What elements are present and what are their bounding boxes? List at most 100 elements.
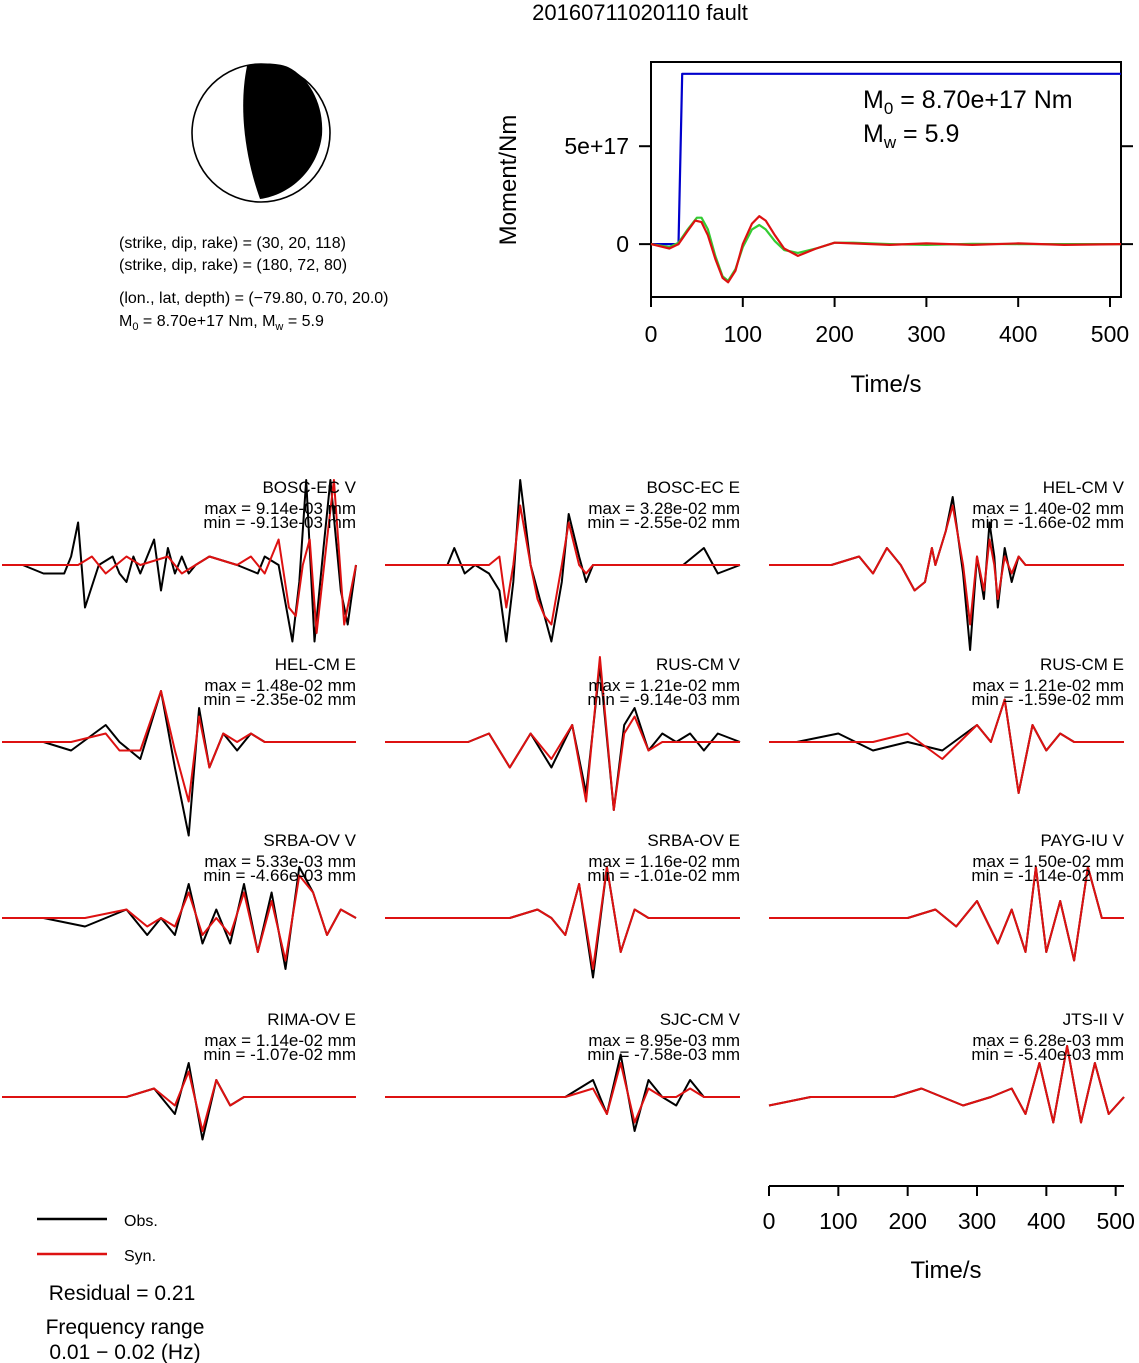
station-min: min = -5.40e-03 mm <box>971 1045 1124 1064</box>
station-label: RUS-CM V <box>656 655 741 674</box>
moment-curves <box>650 72 1122 284</box>
station-min: min = -1.59e-02 mm <box>971 690 1124 709</box>
station-max: max = 1.48e-02 mm <box>204 676 356 695</box>
waveform-xtick-label: 300 <box>958 1208 996 1234</box>
moment-xtick-label: 300 <box>907 321 945 347</box>
synthetic-trace <box>2 479 357 634</box>
station-min: min = -9.14e-03 mm <box>587 690 740 709</box>
beachball-moment: M0 = 8.70e+17 Nm, Mw = 5.9 <box>119 313 324 333</box>
station-label: SJC-CM V <box>660 1010 741 1029</box>
station-max: max = 1.14e-02 mm <box>204 1031 356 1050</box>
synthetic-trace <box>385 866 740 970</box>
synthetic-trace <box>2 1070 356 1132</box>
synthetic-trace <box>385 656 740 811</box>
synthetic-trace <box>769 866 1124 962</box>
waveform-time-axis: 0 100 200 300 400 500 <box>763 1185 1135 1234</box>
moment-m0-label: M0 = 8.70e+17 Nm <box>863 86 1073 118</box>
moment-xtick-label: 0 <box>645 321 658 347</box>
waveform-xlabel: Time/s <box>910 1257 981 1284</box>
station-min: min = -7.58e-03 mm <box>587 1045 740 1064</box>
figure-title: 20160711020110 fault <box>532 0 748 25</box>
station-max: max = 1.50e-02 mm <box>972 852 1124 871</box>
frequency-range-value: 0.01 − 0.02 (Hz) <box>49 1341 200 1363</box>
observed-trace <box>769 698 1124 794</box>
moment-xtick-label: 400 <box>999 321 1037 347</box>
moment-rate-green-line <box>650 216 1121 282</box>
station-label: RUS-CM E <box>1040 655 1124 674</box>
station-max: max = 8.95e-03 mm <box>588 1031 740 1050</box>
station-min: min = -9.13e-03 mm <box>203 513 356 532</box>
waveform-xtick-label: 500 <box>1096 1208 1134 1234</box>
station-min: min = -1.07e-02 mm <box>203 1045 356 1064</box>
frequency-range-title: Frequency range <box>46 1316 205 1339</box>
station-min: min = -2.35e-02 mm <box>203 690 356 709</box>
station-max: max = 5.33e-03 mm <box>204 852 356 871</box>
observed-trace <box>2 1062 356 1141</box>
station-max: max = 1.40e-02 mm <box>972 499 1124 518</box>
residual-text: Residual = 0.21 <box>49 1282 196 1305</box>
synthetic-trace <box>769 504 1124 626</box>
station-label: SRBA-OV E <box>647 831 740 850</box>
moment-xtick-label: 100 <box>724 321 762 347</box>
beachball <box>191 63 331 203</box>
moment-ytick-label: 0 <box>616 231 629 257</box>
moment-rate-red-line <box>650 215 1122 284</box>
station-label: RIMA-OV E <box>267 1010 356 1029</box>
waveform-xtick-label: 400 <box>1027 1208 1065 1234</box>
station-label: HEL-CM E <box>275 655 356 674</box>
legend: Obs. Syn. <box>37 1213 158 1265</box>
beachball-plane-1: (strike, dip, rake) = (30, 20, 118) <box>119 235 346 252</box>
moment-plot: 0 5e+17 0 100 200 300 400 500 M0 = 8.70e+17 Nm… <box>495 61 1133 398</box>
cumulative-moment-line <box>651 72 1121 246</box>
station-min: min = -4.66e-03 mm <box>203 866 356 885</box>
beachball-plane-2: (strike, dip, rake) = (180, 72, 80) <box>119 257 347 274</box>
moment-ytick-label: 5e+17 <box>564 133 629 159</box>
moment-xlabel: Time/s <box>850 371 921 398</box>
station-label: PAYG-IU V <box>1041 831 1125 850</box>
station-label: BOSC-EC E <box>646 478 740 497</box>
station-label: JTS-II V <box>1063 1010 1125 1029</box>
station-max: max = 1.21e-02 mm <box>588 676 740 695</box>
station-label: SRBA-OV V <box>263 831 356 850</box>
waveform-xtick-label: 0 <box>763 1208 776 1234</box>
synthetic-trace <box>768 1045 1125 1124</box>
observed-trace <box>385 1053 740 1132</box>
station-max: max = 6.28e-03 mm <box>972 1031 1124 1050</box>
synthetic-trace <box>769 698 1124 794</box>
beachball-compressional-quadrant <box>243 63 323 199</box>
synthetic-trace <box>2 874 357 962</box>
moment-ylabel: Moment/Nm <box>495 115 522 246</box>
station-max: max = 1.16e-02 mm <box>588 852 740 871</box>
station-max: max = 3.28e-02 mm <box>588 499 740 518</box>
moment-xtick-label: 500 <box>1091 321 1129 347</box>
moment-xtick-label: 200 <box>815 321 853 347</box>
synthetic-trace <box>385 504 740 626</box>
waveform-xtick-label: 100 <box>819 1208 857 1234</box>
moment-x-axis: 0 100 200 300 400 500 <box>645 297 1129 347</box>
station-max: max = 1.21e-02 mm <box>972 676 1124 695</box>
station-max: max = 9.14e-03 mm <box>204 499 356 518</box>
station-min: min = -1.01e-02 mm <box>587 866 740 885</box>
station-label: HEL-CM V <box>1043 478 1125 497</box>
moment-mw-label: Mw = 5.9 <box>863 120 959 152</box>
beachball-location: (lon., lat, depth) = (−79.80, 0.70, 20.0… <box>119 290 389 307</box>
station-min: min = -1.14e-02 mm <box>971 866 1124 885</box>
station-min: min = -1.66e-02 mm <box>971 513 1124 532</box>
moment-y-axis: 0 5e+17 <box>564 133 1133 257</box>
legend-syn-label: Syn. <box>124 1248 156 1265</box>
station-min: min = -2.55e-02 mm <box>587 513 740 532</box>
station-label: BOSC-EC V <box>262 478 356 497</box>
